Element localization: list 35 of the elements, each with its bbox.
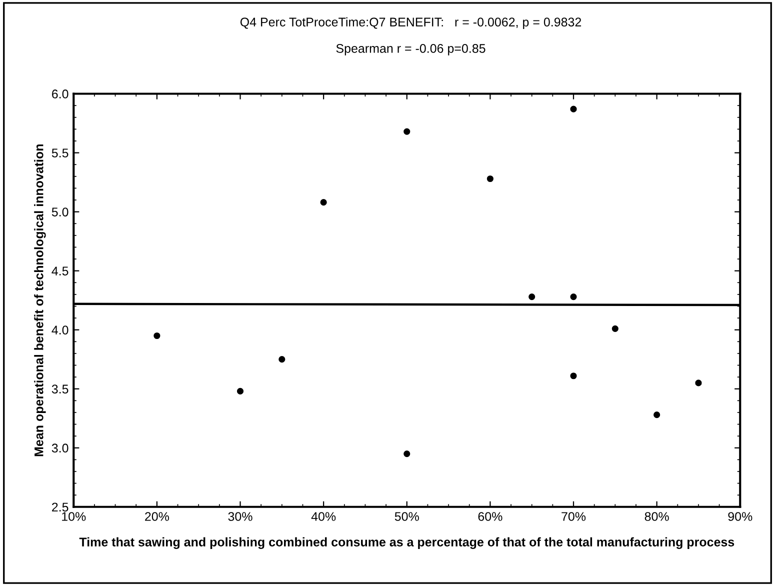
y-tick-label: 5.0 xyxy=(52,208,68,216)
point xyxy=(404,128,410,135)
x-tick-label: 60% xyxy=(478,512,502,521)
chart-title: Q4 Perc TotProceTime:Q7 BENEFIT: r = -0.0062, p = 0.9832 xyxy=(240,17,582,29)
point xyxy=(236,388,244,395)
y-tick-label: 5.5 xyxy=(52,148,68,158)
y-tick-label: 4.0 xyxy=(52,326,68,334)
x-tick-label: 20% xyxy=(145,512,169,521)
y-tick-label: 6.0 xyxy=(52,90,68,98)
point xyxy=(278,356,286,363)
point xyxy=(320,199,327,206)
x-tick-label: 30% xyxy=(228,512,252,521)
y-tick-label: 3.5 xyxy=(52,384,68,394)
x-axis-title: Time that sawing and polishing combined consume as a percentage of that of the total manufacturing process xyxy=(79,537,734,549)
y-tick-label: 3.0 xyxy=(52,444,68,453)
x-tick-label: 80% xyxy=(644,512,669,521)
chart-subtitle: Spearman r = -0.06 p=0.85 xyxy=(336,44,486,56)
point xyxy=(528,293,536,300)
point xyxy=(404,450,410,458)
y-tick-label: 2.5 xyxy=(52,502,68,512)
y-axis-title: Mean operational benefit of technological innovation xyxy=(34,144,46,456)
y-tick-label: 4.5 xyxy=(52,266,68,276)
x-tick-label: 10% xyxy=(62,512,86,521)
x-tick-label: 70% xyxy=(562,512,586,521)
point xyxy=(654,412,660,418)
x-tick-label: 50% xyxy=(394,512,419,521)
point xyxy=(612,325,618,332)
x-tick-label: 90% xyxy=(728,512,752,521)
point xyxy=(486,175,494,182)
point xyxy=(695,380,702,386)
point xyxy=(570,372,577,380)
x-tick-label: 40% xyxy=(311,512,336,521)
point xyxy=(570,106,577,112)
point xyxy=(154,332,160,340)
point xyxy=(570,293,577,300)
